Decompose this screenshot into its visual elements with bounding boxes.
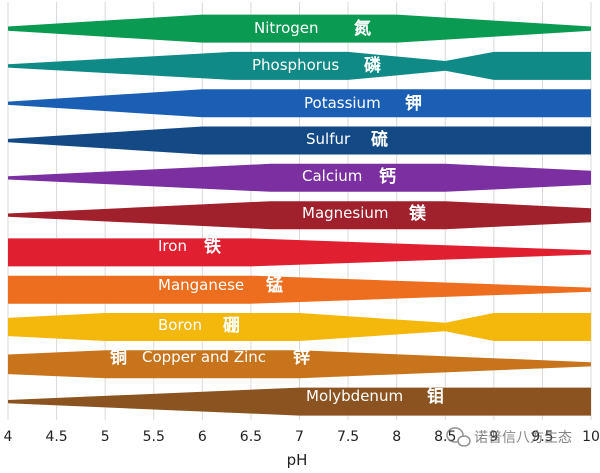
tick-label: 9 xyxy=(489,429,498,445)
band-copper-and-zinc xyxy=(8,350,591,379)
watermark-text: 诺普信八方生态 xyxy=(474,430,572,446)
label-molybdenum: Molybdenum xyxy=(306,387,403,405)
label-phosphorus: Phosphorus xyxy=(252,56,339,74)
label-manganese: Manganese xyxy=(158,276,244,294)
label-sulfur-cjk: 硫 xyxy=(371,129,388,150)
label-manganese-cjk: 锰 xyxy=(266,275,283,296)
band-molybdenum xyxy=(8,387,591,416)
band-boron xyxy=(8,313,591,341)
label-calcium: Calcium xyxy=(302,167,362,185)
band-calcium xyxy=(8,163,591,192)
tick-label: 8 xyxy=(392,429,401,445)
tick-label: 9.5 xyxy=(531,429,553,445)
tick-label: 5.5 xyxy=(143,429,165,445)
band-sulfur xyxy=(8,126,591,155)
tick-label: 6 xyxy=(198,429,207,445)
label-magnesium: Magnesium xyxy=(302,204,389,222)
band-manganese xyxy=(8,275,591,304)
band-phosphorus xyxy=(8,51,591,80)
label-potassium-cjk: 钾 xyxy=(405,93,422,114)
band-potassium xyxy=(8,89,591,118)
tick-label: 10 xyxy=(582,429,600,445)
band-labels: Nitrogen 氮 Phosphorus 磷 Potassium 钾 Sulf… xyxy=(110,18,444,407)
label-boron: Boron xyxy=(158,316,202,334)
band-magnesium xyxy=(8,201,591,230)
label-copper-and-zinc: Copper and Zinc xyxy=(142,348,266,366)
band-iron xyxy=(8,238,591,267)
x-axis-title: pH xyxy=(287,451,308,469)
tick-label: 7.5 xyxy=(337,429,359,445)
label-copper-cjk: 铜 xyxy=(110,347,127,368)
watermark: 诺普信八方生态 xyxy=(446,427,572,447)
nutrient-bands xyxy=(8,14,591,416)
tick-label: 5 xyxy=(101,429,110,445)
tick-label: 4.5 xyxy=(45,429,67,445)
label-zinc-cjk: 锌 xyxy=(293,347,310,368)
label-nitrogen: Nitrogen xyxy=(254,19,319,37)
label-sulfur: Sulfur xyxy=(306,130,351,148)
label-iron-cjk: 铁 xyxy=(204,236,221,257)
x-axis-ticks: 4 4.5 5 5.5 6 6.5 7 7.5 8 8.5 9 9.5 10 xyxy=(4,429,600,445)
label-phosphorus-cjk: 磷 xyxy=(364,55,382,76)
label-potassium: Potassium xyxy=(304,94,381,112)
tick-label: 6.5 xyxy=(240,429,262,445)
label-magnesium-cjk: 镁 xyxy=(409,203,426,224)
tick-label: 4 xyxy=(4,429,13,445)
band-nitrogen xyxy=(8,14,591,43)
tick-label: 8.5 xyxy=(434,429,456,445)
label-nitrogen-cjk: 氮 xyxy=(354,18,371,39)
wechat-icon xyxy=(446,427,471,447)
tick-label: 7 xyxy=(295,429,304,445)
label-boron-cjk: 硼 xyxy=(223,316,240,336)
label-iron: Iron xyxy=(158,237,187,255)
label-molybdenum-cjk: 钼 xyxy=(427,386,444,407)
label-calcium-cjk: 钙 xyxy=(379,166,396,187)
